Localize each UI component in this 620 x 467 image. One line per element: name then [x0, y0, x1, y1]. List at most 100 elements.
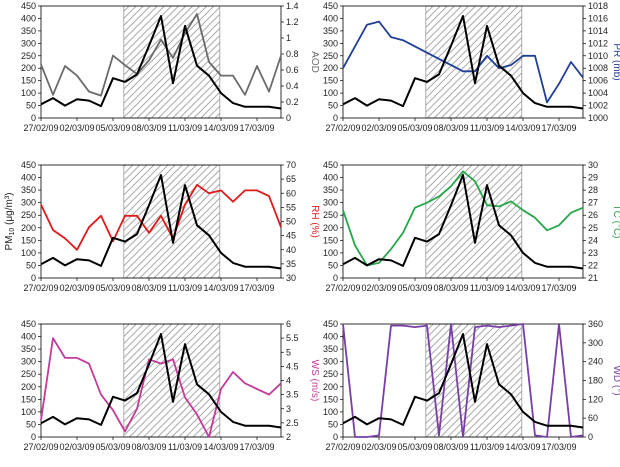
left-tick-label: 400: [323, 13, 338, 23]
right-tick-label: 40: [286, 245, 296, 255]
left-tick-label: 0: [333, 273, 338, 283]
x-tick-label: 05/03/09: [95, 123, 130, 133]
right-tick-label: 0.8: [286, 49, 299, 59]
x-tick-label: 27/02/09: [325, 283, 360, 293]
right-tick-label: 1: [286, 33, 291, 43]
left-tick-label: 250: [323, 369, 338, 379]
left-tick-label: 0: [31, 432, 36, 442]
right-tick-label: 60: [588, 413, 598, 423]
x-tick-label: 05/03/09: [397, 283, 432, 293]
x-tick-label: 14/03/09: [505, 283, 540, 293]
right-axis-label: WD (°): [611, 365, 620, 395]
series-line-rh: [40, 183, 282, 251]
right-tick-label: 65: [286, 174, 296, 184]
plot-frame: [342, 5, 584, 119]
left-tick-label: 0: [31, 273, 36, 283]
x-tick-label: 27/02/09: [325, 442, 360, 452]
left-tick-label: 300: [21, 38, 36, 48]
series-line-pm10: [40, 333, 282, 429]
right-tick-label: 0.6: [286, 65, 299, 75]
right-tick-label: 55: [286, 202, 296, 212]
right-tick-label: 3.5: [286, 390, 299, 400]
x-tick-label: 27/02/09: [23, 442, 58, 452]
left-tick-label: 250: [21, 51, 36, 61]
right-tick-label: 45: [286, 231, 296, 241]
right-tick-label: 2.5: [286, 418, 299, 428]
left-tick-label: 50: [328, 419, 338, 429]
right-tick-label: 23: [588, 248, 598, 258]
left-tick-label: 200: [21, 63, 36, 73]
plot-frame: [40, 5, 282, 119]
left-axis-label: PM10 (μg/m³): [4, 193, 16, 251]
right-tick-label: 25: [588, 223, 598, 233]
right-tick-label: 120: [588, 394, 603, 404]
x-tick-label: 11/03/09: [168, 123, 202, 133]
left-tick-label: 150: [323, 76, 338, 86]
right-tick-label: 4.5: [286, 361, 299, 371]
left-tick-label: 200: [21, 382, 36, 392]
series-line-wd: [342, 323, 584, 438]
x-tick-label: 17/03/09: [239, 283, 274, 293]
left-axis-label-sub: 10: [9, 228, 16, 236]
right-tick-label: 1002: [588, 101, 608, 111]
x-tick-label: 08/03/09: [131, 442, 166, 452]
right-axis-label: PR (mb): [611, 43, 620, 80]
right-tick-label: 1010: [588, 51, 608, 61]
right-tick-label: 300: [588, 338, 603, 348]
plot-frame: [342, 164, 584, 279]
left-tick-label: 350: [21, 344, 36, 354]
series-line-tc: [342, 170, 584, 267]
left-tick-label: 400: [323, 332, 338, 342]
x-tick-label: 17/03/09: [541, 123, 576, 133]
left-tick-label: 350: [21, 26, 36, 36]
left-tick-label: 350: [21, 185, 36, 195]
shaded-period: [123, 323, 221, 438]
series-line-ws: [40, 337, 282, 438]
left-tick-label: 250: [21, 369, 36, 379]
x-tick-label: 11/03/09: [470, 123, 504, 133]
panel-bottom-right: 0 50 100 150 200 250 300 350 400 450 0 60 120 180 240 3…: [323, 319, 620, 452]
right-tick-label: 1012: [588, 38, 608, 48]
right-tick-label: 2: [286, 432, 291, 442]
x-tick-label: 02/03/09: [59, 283, 94, 293]
right-tick-label: 24: [588, 235, 598, 245]
right-tick-label: 22: [588, 260, 598, 270]
left-tick-label: 450: [323, 319, 338, 329]
series-line-pm10: [40, 15, 282, 110]
x-tick-label: 14/03/09: [505, 442, 540, 452]
right-tick-label: 3: [286, 404, 291, 414]
left-tick-label: 300: [323, 198, 338, 208]
right-tick-label: 1018: [588, 1, 608, 11]
x-tick-label: 14/03/09: [505, 123, 540, 133]
shaded-period: [425, 164, 523, 279]
right-tick-label: 60: [286, 188, 296, 198]
left-tick-label: 450: [323, 1, 338, 11]
right-tick-label: 50: [286, 217, 296, 227]
left-tick-label: 300: [323, 38, 338, 48]
left-tick-label: 50: [26, 101, 36, 111]
panel-bottom-left: 0 50 100 150 200 250 300 350 400 450 2 2.5 3 3.5 4 4.5 5…: [21, 319, 320, 452]
left-tick-label: 0: [31, 113, 36, 123]
x-tick-label: 08/03/09: [131, 283, 166, 293]
x-tick-label: 17/03/09: [239, 123, 274, 133]
right-tick-label: 26: [588, 210, 598, 220]
right-tick-label: 180: [588, 376, 603, 386]
left-tick-label: 100: [323, 407, 338, 417]
left-tick-label: 150: [323, 235, 338, 245]
x-tick-label: 02/03/09: [59, 123, 94, 133]
left-tick-label: 100: [21, 407, 36, 417]
left-tick-label: 200: [323, 63, 338, 73]
left-tick-label: 400: [323, 173, 338, 183]
right-tick-label: 0.4: [286, 81, 299, 91]
x-tick-label: 17/03/09: [541, 283, 576, 293]
shaded-period: [123, 164, 221, 279]
right-tick-label: 1006: [588, 76, 608, 86]
x-tick-label: 02/03/09: [361, 283, 396, 293]
panel-top-right: 0 50 100 150 200 250 300 350 400 450 1000 1002 1004 1…: [323, 1, 620, 133]
left-tick-label: 150: [323, 394, 338, 404]
x-tick-label: 11/03/09: [470, 442, 504, 452]
right-tick-label: 360: [588, 319, 603, 329]
right-tick-label: 21: [588, 273, 598, 283]
x-tick-label: 14/03/09: [203, 442, 238, 452]
